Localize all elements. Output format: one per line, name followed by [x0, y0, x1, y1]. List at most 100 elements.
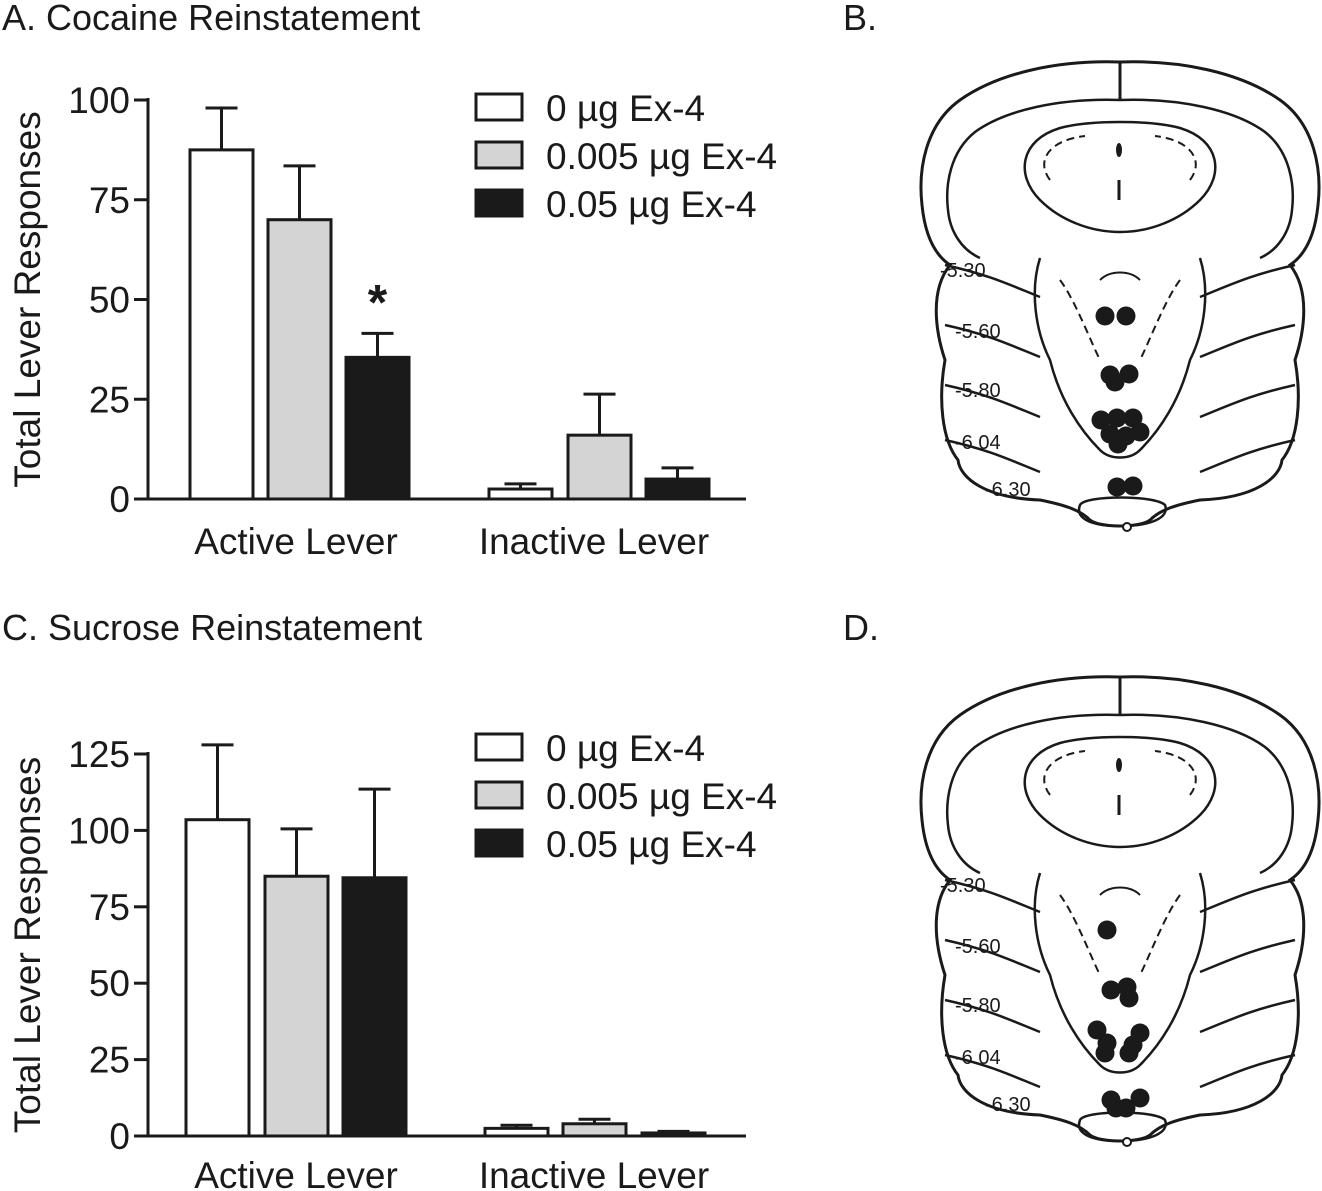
x-category-label: Inactive Lever	[479, 521, 709, 562]
injection-site-dot	[1091, 410, 1111, 430]
section-stack-line	[944, 1053, 1296, 1089]
bar	[640, 1131, 707, 1138]
section-stack-line	[944, 438, 1296, 474]
bar	[344, 355, 411, 501]
y-tick-label: 125	[68, 734, 130, 775]
tract-dashed	[1059, 894, 1181, 976]
hippocampus-inner	[1043, 750, 1197, 796]
x-category-label: Inactive Lever	[479, 1155, 709, 1191]
y-tick-label: 50	[89, 280, 130, 321]
legend-swatch	[474, 780, 524, 810]
bar	[561, 1122, 628, 1138]
y-tick-label: 25	[89, 1040, 130, 1081]
hippocampus-arch	[1023, 120, 1217, 234]
bar	[566, 433, 633, 501]
injection-site-dot	[1130, 422, 1150, 442]
panel-a-title: A. Cocaine Reinstatement	[2, 0, 421, 38]
y-tick-label: 75	[89, 180, 130, 221]
cortex-layer-right	[1119, 713, 1294, 875]
tract-dashed	[1059, 279, 1181, 361]
injection-site-dot	[1119, 988, 1139, 1008]
injection-site-dot	[1108, 434, 1128, 454]
y-tick-label: 25	[89, 379, 130, 420]
injection-site-dot	[1107, 477, 1127, 497]
section-ap-label: -5.60	[955, 936, 1001, 958]
brain-diagram-b: -5.30 -5.60 -5.80 -6.04 -6.30	[919, 60, 1321, 532]
legend-swatch	[474, 828, 524, 858]
panel-b-title: B.	[843, 0, 878, 38]
legend-swatch	[474, 732, 524, 762]
y-tick-label: 0	[109, 479, 130, 520]
bar	[266, 218, 333, 501]
legend-label: 0.05 µg Ex-4	[546, 184, 757, 225]
x-category-label: Active Lever	[194, 521, 398, 562]
cortex-layer-left	[946, 98, 1121, 260]
section-stack-line	[944, 998, 1296, 1034]
bar	[263, 874, 330, 1138]
section-ap-label: -6.30	[985, 1094, 1031, 1116]
significance-asterisk: *	[368, 274, 388, 330]
midbrain-outline	[1033, 257, 1207, 459]
injection-site-dot	[1107, 408, 1127, 428]
injection-site-dot	[1123, 408, 1143, 428]
injection-site-dot	[1106, 1098, 1126, 1118]
section-stack-line	[944, 263, 1296, 299]
aqueduct	[1099, 271, 1141, 281]
panel-d-title: D.	[843, 607, 879, 648]
injection-site-dot	[1123, 476, 1143, 496]
y-tick-label: 100	[68, 810, 130, 851]
hippocampus-inner	[1043, 135, 1197, 181]
section-ap-label: -5.30	[940, 260, 986, 282]
section-stack-line	[944, 383, 1296, 419]
cortex-layer-left	[946, 713, 1121, 875]
bar	[483, 1126, 550, 1138]
injection-site-dot	[1101, 980, 1121, 1000]
injection-site-dot	[1130, 1088, 1150, 1108]
bar	[644, 477, 711, 501]
canal-circle	[1122, 1137, 1132, 1147]
injection-site-dot	[1095, 1043, 1115, 1063]
legend-swatch	[474, 188, 524, 218]
pons-outline	[1077, 496, 1167, 528]
legend-swatch	[474, 92, 524, 122]
y-tick-label: 75	[89, 887, 130, 928]
injection-site-dot	[1097, 920, 1117, 940]
section-stack-line	[944, 323, 1296, 359]
injection-site-dot	[1087, 1020, 1107, 1040]
x-category-label: Active Lever	[194, 1155, 398, 1191]
injection-site-dot	[1105, 372, 1125, 392]
section-ap-label: -5.60	[955, 321, 1001, 343]
legend-label: 0 µg Ex-4	[546, 728, 705, 769]
chart-sucrose-reinstatement: 0 25 50 75 100 125 Total Lever Responses Active…	[7, 728, 777, 1191]
midline-marker	[1116, 143, 1122, 157]
bar	[341, 876, 408, 1138]
hippocampus-arch	[1023, 735, 1217, 849]
injection-site-dot	[1095, 306, 1115, 326]
section-ap-label: -6.30	[985, 479, 1031, 501]
section-stack-line	[944, 878, 1296, 914]
legend-label: 0.05 µg Ex-4	[546, 824, 757, 865]
aqueduct	[1099, 886, 1141, 896]
injection-site-dot	[1119, 1043, 1139, 1063]
cortex-layer-right	[1119, 98, 1294, 260]
injection-site-dot	[1116, 306, 1136, 326]
section-stack-line	[944, 938, 1296, 974]
midbrain-outline	[1033, 872, 1207, 1074]
bar	[188, 148, 255, 501]
canal-circle	[1122, 522, 1132, 532]
midline-marker	[1116, 758, 1122, 772]
y-tick-label: 50	[89, 963, 130, 1004]
brain-diagram-d: -5.30 -5.60 -5.80 -6.04 -6.30	[919, 675, 1321, 1147]
section-ap-label: -5.80	[955, 995, 1001, 1017]
y-tick-label: 100	[68, 80, 130, 121]
bar	[487, 487, 554, 501]
chart-cocaine-reinstatement: 0 25 50 75 100 Total Lever Responses * Active L…	[7, 80, 777, 562]
section-ap-label: -6.04	[955, 1047, 1001, 1069]
bar	[184, 818, 251, 1138]
section-ap-label: -6.04	[955, 432, 1001, 454]
legend-label: 0.005 µg Ex-4	[546, 776, 777, 817]
section-ap-label: -5.80	[955, 380, 1001, 402]
y-axis-label: Total Lever Responses	[7, 111, 48, 487]
injection-site-dot	[1119, 364, 1139, 384]
